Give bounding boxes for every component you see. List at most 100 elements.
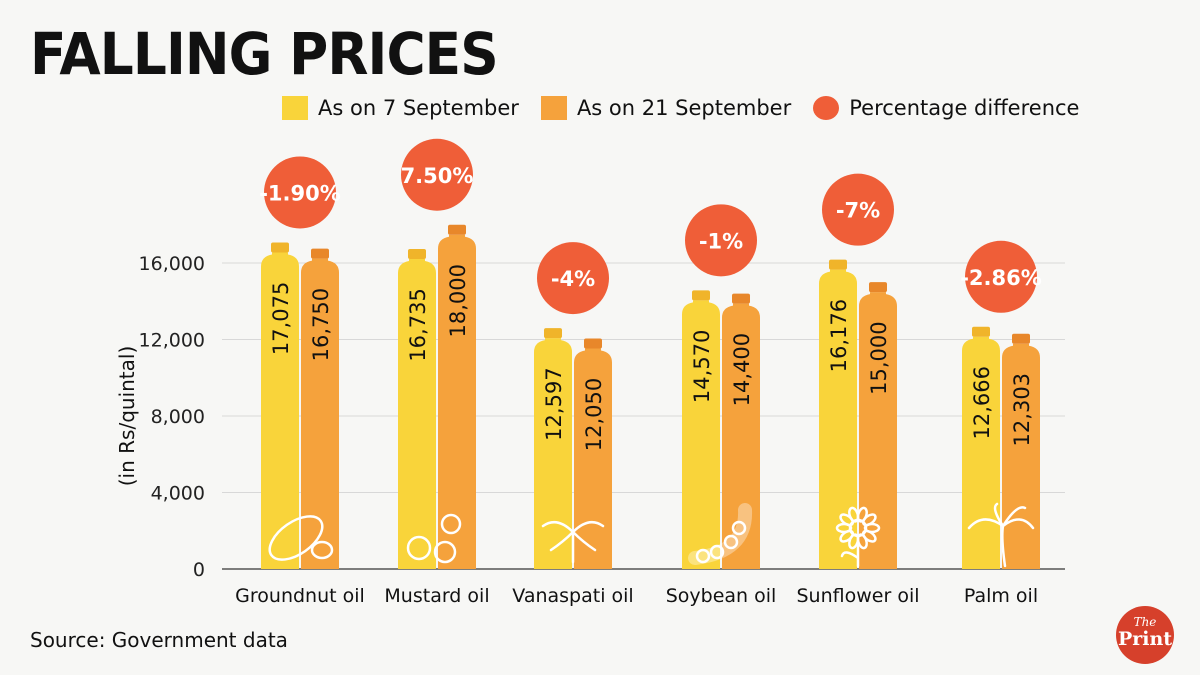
y-tick-label: 4,000 xyxy=(151,483,205,505)
bar-body xyxy=(261,252,299,570)
palm xyxy=(967,502,1035,568)
x-tick-label: Palm oil xyxy=(964,585,1038,607)
legend-swatch-sept7 xyxy=(282,96,308,120)
pct-bubble xyxy=(537,242,609,315)
x-tick-label: Groundnut oil xyxy=(235,585,365,607)
bar-value-label: 17,075 xyxy=(269,282,293,355)
bar-sept21: 18,000 xyxy=(438,224,476,569)
stem xyxy=(840,542,860,568)
pct-bubble xyxy=(685,204,757,277)
bar-body xyxy=(859,292,897,569)
bar-value-label: 16,735 xyxy=(406,288,430,361)
pod xyxy=(688,503,753,565)
pct-label: -4% xyxy=(551,267,595,291)
pct-label: -1.90% xyxy=(259,181,341,205)
pct-bubble xyxy=(264,156,336,229)
bar-value-label: 16,176 xyxy=(827,299,851,372)
peanut-shell xyxy=(268,515,324,561)
bar-body xyxy=(722,303,760,569)
pct-bubble xyxy=(822,173,894,246)
bar-cap xyxy=(732,293,750,304)
pct-bubble xyxy=(965,240,1037,313)
bean xyxy=(695,548,711,564)
x-tick-label: Vanaspati oil xyxy=(512,585,633,607)
legend-item-sept7: As on 7 September xyxy=(282,96,519,120)
bar-body xyxy=(534,338,572,569)
x-tick-label: Sunflower oil xyxy=(797,585,920,607)
bar-value-label: 12,303 xyxy=(1010,373,1034,446)
bar-body xyxy=(574,348,612,569)
bar-sept21: 12,050 xyxy=(574,338,612,569)
bar-value-label: 12,050 xyxy=(582,378,606,451)
bar-cap xyxy=(1012,333,1030,344)
palm-leaf-icon xyxy=(541,520,605,564)
x-tick-label: Soybean oil xyxy=(666,585,777,607)
pct-label: -2.86% xyxy=(960,266,1042,290)
bar-value-label: 15,000 xyxy=(867,321,891,394)
source-note: Source: Government data xyxy=(30,628,288,652)
bar-body xyxy=(819,269,857,569)
soybean-pod-icon xyxy=(688,503,753,565)
seed xyxy=(433,540,457,564)
legend-label-pct: Percentage difference xyxy=(849,96,1080,120)
bar-sept7: 16,176 xyxy=(819,259,857,569)
bar-sept21: 12,303 xyxy=(1002,333,1040,569)
flower-center xyxy=(848,518,868,538)
legend-label-sept21: As on 21 September xyxy=(576,96,792,120)
bar-value-label: 16,750 xyxy=(309,288,333,361)
bar-cap xyxy=(972,326,990,337)
chart-title: FALLING PRICES xyxy=(30,20,499,88)
peanut-kernel xyxy=(310,540,334,560)
bar-cap xyxy=(408,248,426,259)
bar-cap xyxy=(311,248,329,259)
bar-sept7: 12,666 xyxy=(962,326,1000,569)
x-tick-label: Mustard oil xyxy=(384,585,489,607)
bar-body xyxy=(301,258,339,569)
leaf xyxy=(541,520,605,564)
bean xyxy=(731,520,747,536)
seed xyxy=(406,535,432,561)
bar-cap xyxy=(692,290,710,301)
legend-label-sept7: As on 7 September xyxy=(318,96,519,120)
bar-cap xyxy=(869,282,887,293)
bar-sept7: 14,570 xyxy=(682,290,720,569)
bar-value-label: 14,400 xyxy=(730,333,754,406)
y-tick-label: 8,000 xyxy=(151,406,205,428)
bar-cap xyxy=(448,224,466,235)
bar-body xyxy=(682,300,720,569)
bar-cap xyxy=(271,242,289,253)
theprint-logo: The Print xyxy=(1116,606,1174,664)
bar-value-label: 12,666 xyxy=(970,366,994,439)
pct-bubble xyxy=(401,138,473,211)
pct-label: 7.50% xyxy=(401,164,474,188)
bar-sept21: 16,750 xyxy=(301,248,339,569)
bar-sept7: 17,075 xyxy=(261,242,299,570)
pct-label: -1% xyxy=(699,229,743,253)
legend-swatch-sept21 xyxy=(540,96,567,120)
logo-text-top: The xyxy=(1133,615,1157,629)
bar-body xyxy=(962,336,1000,569)
bean xyxy=(723,534,739,550)
y-tick-label: 12,000 xyxy=(139,330,205,352)
bar-value-label: 18,000 xyxy=(446,264,470,337)
bar-value-label: 14,570 xyxy=(690,330,714,403)
pct-label: -7% xyxy=(836,199,880,223)
bar-body xyxy=(438,234,476,569)
y-axis-label: (in Rs/quintal) xyxy=(115,346,139,487)
legend: As on 7 September As on 21 September Per… xyxy=(282,96,1101,120)
legend-swatch-pct xyxy=(813,96,840,120)
sunflower-icon xyxy=(835,506,881,568)
bar-value-label: 12,597 xyxy=(542,367,566,440)
bar-sept21: 14,400 xyxy=(722,293,760,569)
bar-sept7: 12,597 xyxy=(534,328,572,569)
peanut-icon xyxy=(268,515,334,561)
y-tick-label: 16,000 xyxy=(139,253,205,275)
bar-cap xyxy=(544,328,562,339)
palm-tree-icon xyxy=(967,502,1035,568)
seed xyxy=(440,513,462,535)
y-tick-label: 0 xyxy=(193,559,205,581)
bar-sept21: 15,000 xyxy=(859,282,897,569)
bar-cap xyxy=(829,259,847,270)
bar-cap xyxy=(584,338,602,349)
